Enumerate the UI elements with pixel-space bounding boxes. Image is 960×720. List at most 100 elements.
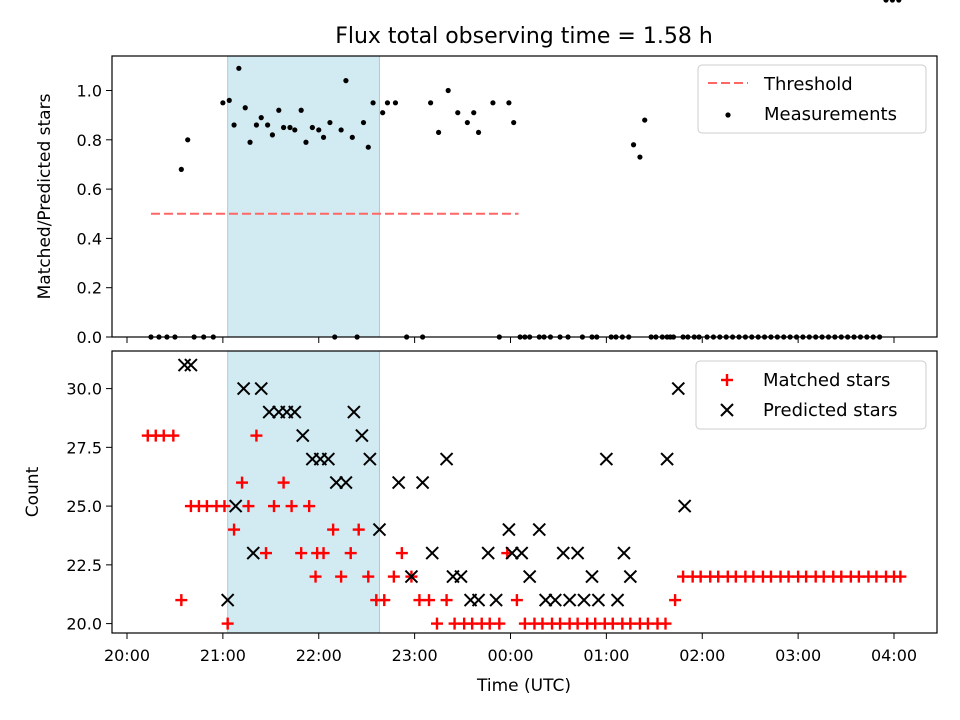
observing-window-shade (227, 350, 380, 634)
x-axis-label: Time (UTC) (476, 676, 571, 696)
y-tick-label: 22.5 (66, 556, 102, 575)
y-tick-label: 0.6 (77, 180, 102, 199)
matched-star-point (362, 570, 375, 583)
measurement-point (445, 87, 451, 94)
ratio-y-axis-label: Matched/Predicted stars (35, 93, 55, 299)
measurement-point (303, 139, 309, 145)
predicted-star-point (522, 569, 537, 584)
measurement-point (360, 119, 367, 126)
measurement-point (327, 119, 333, 126)
measurement-point (253, 122, 260, 128)
matched-star-point (335, 570, 348, 583)
matched-star-point (659, 617, 672, 630)
count-axes-frame (111, 350, 938, 634)
predicted-star-point (347, 405, 361, 419)
predicted-star-point (599, 452, 614, 466)
measurement-point (287, 124, 293, 131)
predicted-star-point (481, 546, 495, 560)
y-axis-ticks: 0.0 0.2 0.4 0.6 0.8 1.0 (77, 82, 112, 347)
matched-star-point (344, 547, 357, 560)
y-tick-label: 0.2 (77, 279, 102, 298)
measurement-point (247, 139, 253, 145)
count-y-axis-label: Count (23, 466, 43, 517)
matched-star-point (493, 617, 506, 630)
measurement-point (365, 144, 371, 150)
matched-star-point (268, 500, 281, 513)
x-tick-label: 20:00 (104, 646, 150, 665)
matched-star-point (221, 617, 234, 630)
matched-star-point (423, 594, 436, 607)
measurement-point (236, 65, 242, 71)
measurement-point (185, 137, 191, 143)
measurement-point (178, 166, 184, 172)
ratio-axes-frame (111, 55, 938, 338)
measurement-point (384, 100, 391, 106)
matched-star-point (167, 429, 180, 442)
predicted-star-point (246, 546, 260, 560)
predicted-star-point (220, 593, 235, 607)
predicted-star-point (623, 569, 638, 584)
measurement-point (242, 105, 248, 111)
predicted-star-point (660, 452, 674, 466)
predicted-star-point (570, 546, 585, 560)
predicted-star-point (538, 593, 553, 607)
predicted-star-point (391, 475, 406, 490)
measurement-point (370, 100, 376, 106)
measurement-point (226, 97, 232, 103)
measurement-point (269, 132, 276, 138)
predicted-star-point (372, 522, 387, 537)
count-legend: Matched stars Predicted stars (695, 360, 927, 430)
predicted-stars-points (177, 358, 692, 607)
matched-star-point (430, 617, 443, 630)
matched-stars-points (141, 429, 907, 630)
x-tick-label: 03:00 (775, 646, 821, 665)
predicted-star-point (415, 475, 430, 490)
measurement-point (642, 117, 648, 123)
predicted-star-point (329, 475, 344, 490)
predicted-star-point (184, 358, 198, 372)
predicted-star-point (425, 546, 439, 560)
x-tick-label: 22:00 (296, 646, 342, 665)
measurement-point (637, 154, 643, 160)
matched-star-point (669, 594, 682, 607)
predicted-star-point (363, 452, 377, 466)
matched-legend-swatch (721, 374, 733, 386)
measurement-point (464, 119, 470, 126)
predicted-star-point (439, 452, 454, 466)
x-axis: 20:00 21:00 22:00 23:00 00:00 01:00 02:00 03:00… (104, 337, 917, 665)
measurement-point (258, 115, 264, 121)
predicted-star-point (548, 593, 562, 607)
predicted-star-point (617, 546, 631, 560)
x-tick-label: 00:00 (487, 646, 533, 665)
measurement-point (280, 124, 287, 131)
predicted-star-point (254, 381, 268, 396)
measurement-point (343, 78, 349, 84)
matched-star-point (277, 476, 290, 489)
measurement-point (435, 129, 442, 136)
x-tick-label: 01:00 (583, 646, 629, 665)
measurement-point (276, 107, 282, 113)
matched-star-point (510, 594, 523, 607)
measurement-point (309, 124, 315, 131)
predicted-star-point (577, 593, 591, 607)
measurement-point (883, 0, 889, 3)
measurement-point (298, 107, 304, 113)
matched-star-point (228, 523, 241, 536)
predicted-star-point (339, 475, 353, 490)
matched-star-point (260, 547, 273, 560)
x-tick-label: 21:00 (200, 646, 246, 665)
x-tick-label: 04:00 (871, 646, 917, 665)
measurement-point (511, 119, 517, 126)
matched-star-point (303, 500, 316, 513)
measurements-legend-label: Measurements (764, 104, 897, 125)
predicted-star-point (228, 499, 243, 513)
measurement-point (265, 122, 271, 128)
measurement-point (471, 110, 477, 116)
predicted-star-point (262, 405, 276, 419)
measurement-point (220, 100, 226, 106)
y-axis-ticks: 20.0 22.5 25.0 27.5 30.0 (66, 380, 112, 634)
matched-star-point (378, 594, 391, 607)
matched-star-point (440, 594, 453, 607)
y-tick-label: 30.0 (66, 380, 102, 399)
predicted-star-point (591, 593, 606, 607)
